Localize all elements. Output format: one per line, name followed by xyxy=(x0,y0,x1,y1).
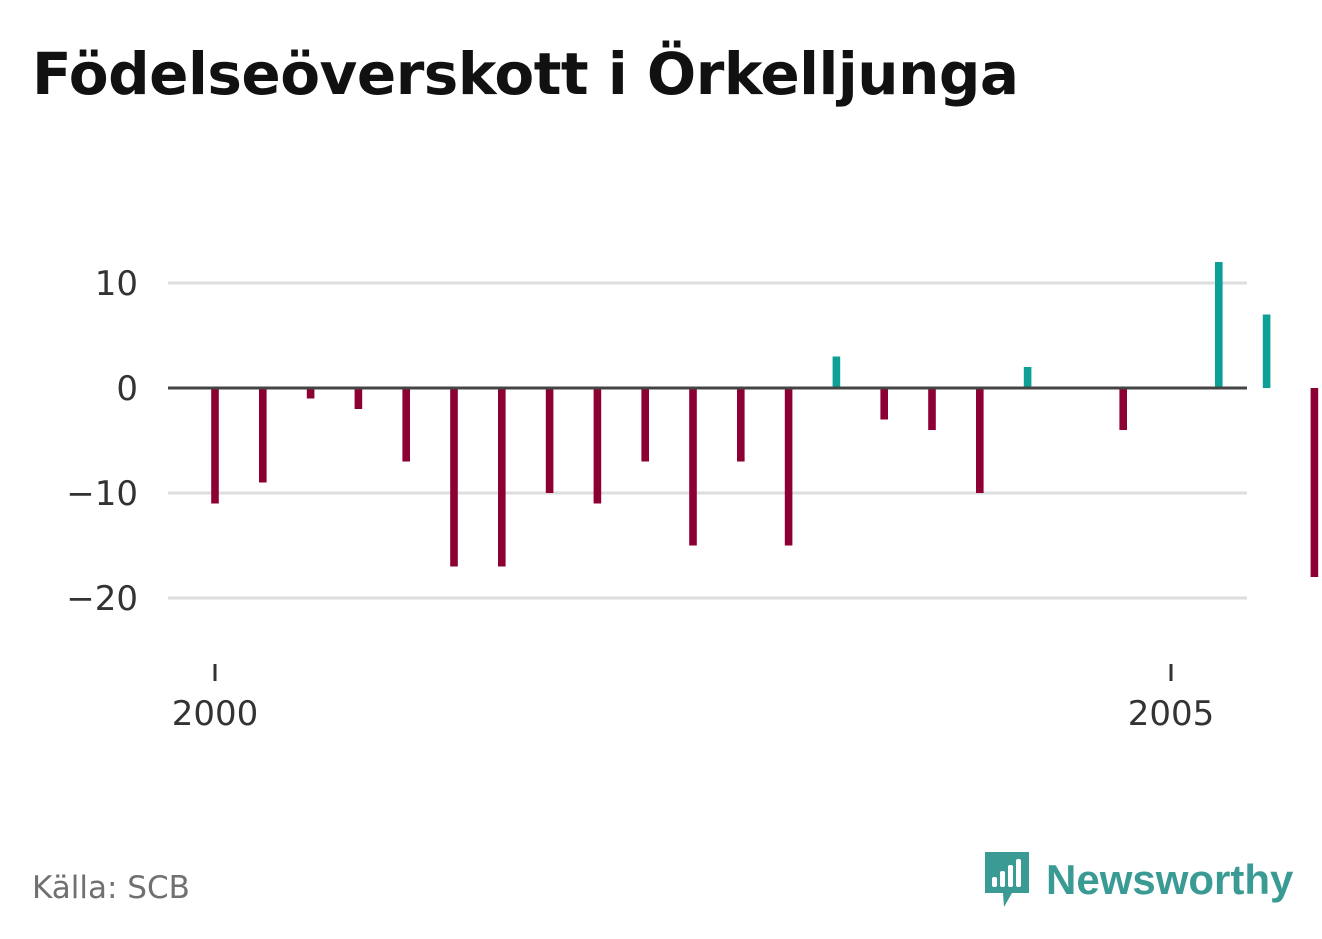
y-tick-label: −20 xyxy=(66,579,138,619)
chart-title: Födelseöverskott i Örkelljunga xyxy=(32,40,1019,108)
y-axis-labels: 10 0 −10 −20 xyxy=(66,264,138,619)
gridlines xyxy=(168,281,1247,600)
source-note: Källa: SCB xyxy=(32,870,190,906)
bar xyxy=(1023,367,1032,388)
y-tick-label: 10 xyxy=(95,264,138,304)
newsworthy-logo[interactable]: Newsworthy xyxy=(982,848,1293,912)
bar xyxy=(784,388,793,546)
bar xyxy=(1215,262,1223,388)
newsworthy-logo-icon xyxy=(985,852,1029,907)
bar xyxy=(1262,314,1271,388)
x-tick-label: 2005 xyxy=(1128,694,1215,734)
bar xyxy=(976,388,984,493)
bar xyxy=(928,388,936,430)
bar xyxy=(450,388,458,567)
y-tick-label: −10 xyxy=(66,474,138,514)
brand-name: Newsworthy xyxy=(1046,856,1294,903)
bar xyxy=(498,388,506,567)
bar xyxy=(880,388,888,420)
bars xyxy=(211,262,1319,577)
x-tick-label: 2000 xyxy=(172,694,259,734)
bar xyxy=(832,356,841,388)
x-axis: 200020052010201520202025 xyxy=(172,664,1215,734)
bar xyxy=(641,388,649,462)
bar xyxy=(211,388,219,504)
bar xyxy=(545,388,554,493)
bar xyxy=(306,388,315,399)
bar xyxy=(402,388,410,462)
bar xyxy=(1310,388,1319,577)
bar xyxy=(259,388,267,483)
bar xyxy=(354,388,363,409)
bar xyxy=(689,388,697,546)
bar xyxy=(737,388,745,462)
bar xyxy=(593,388,602,504)
bar xyxy=(1119,388,1127,430)
y-tick-label: 0 xyxy=(116,369,138,409)
